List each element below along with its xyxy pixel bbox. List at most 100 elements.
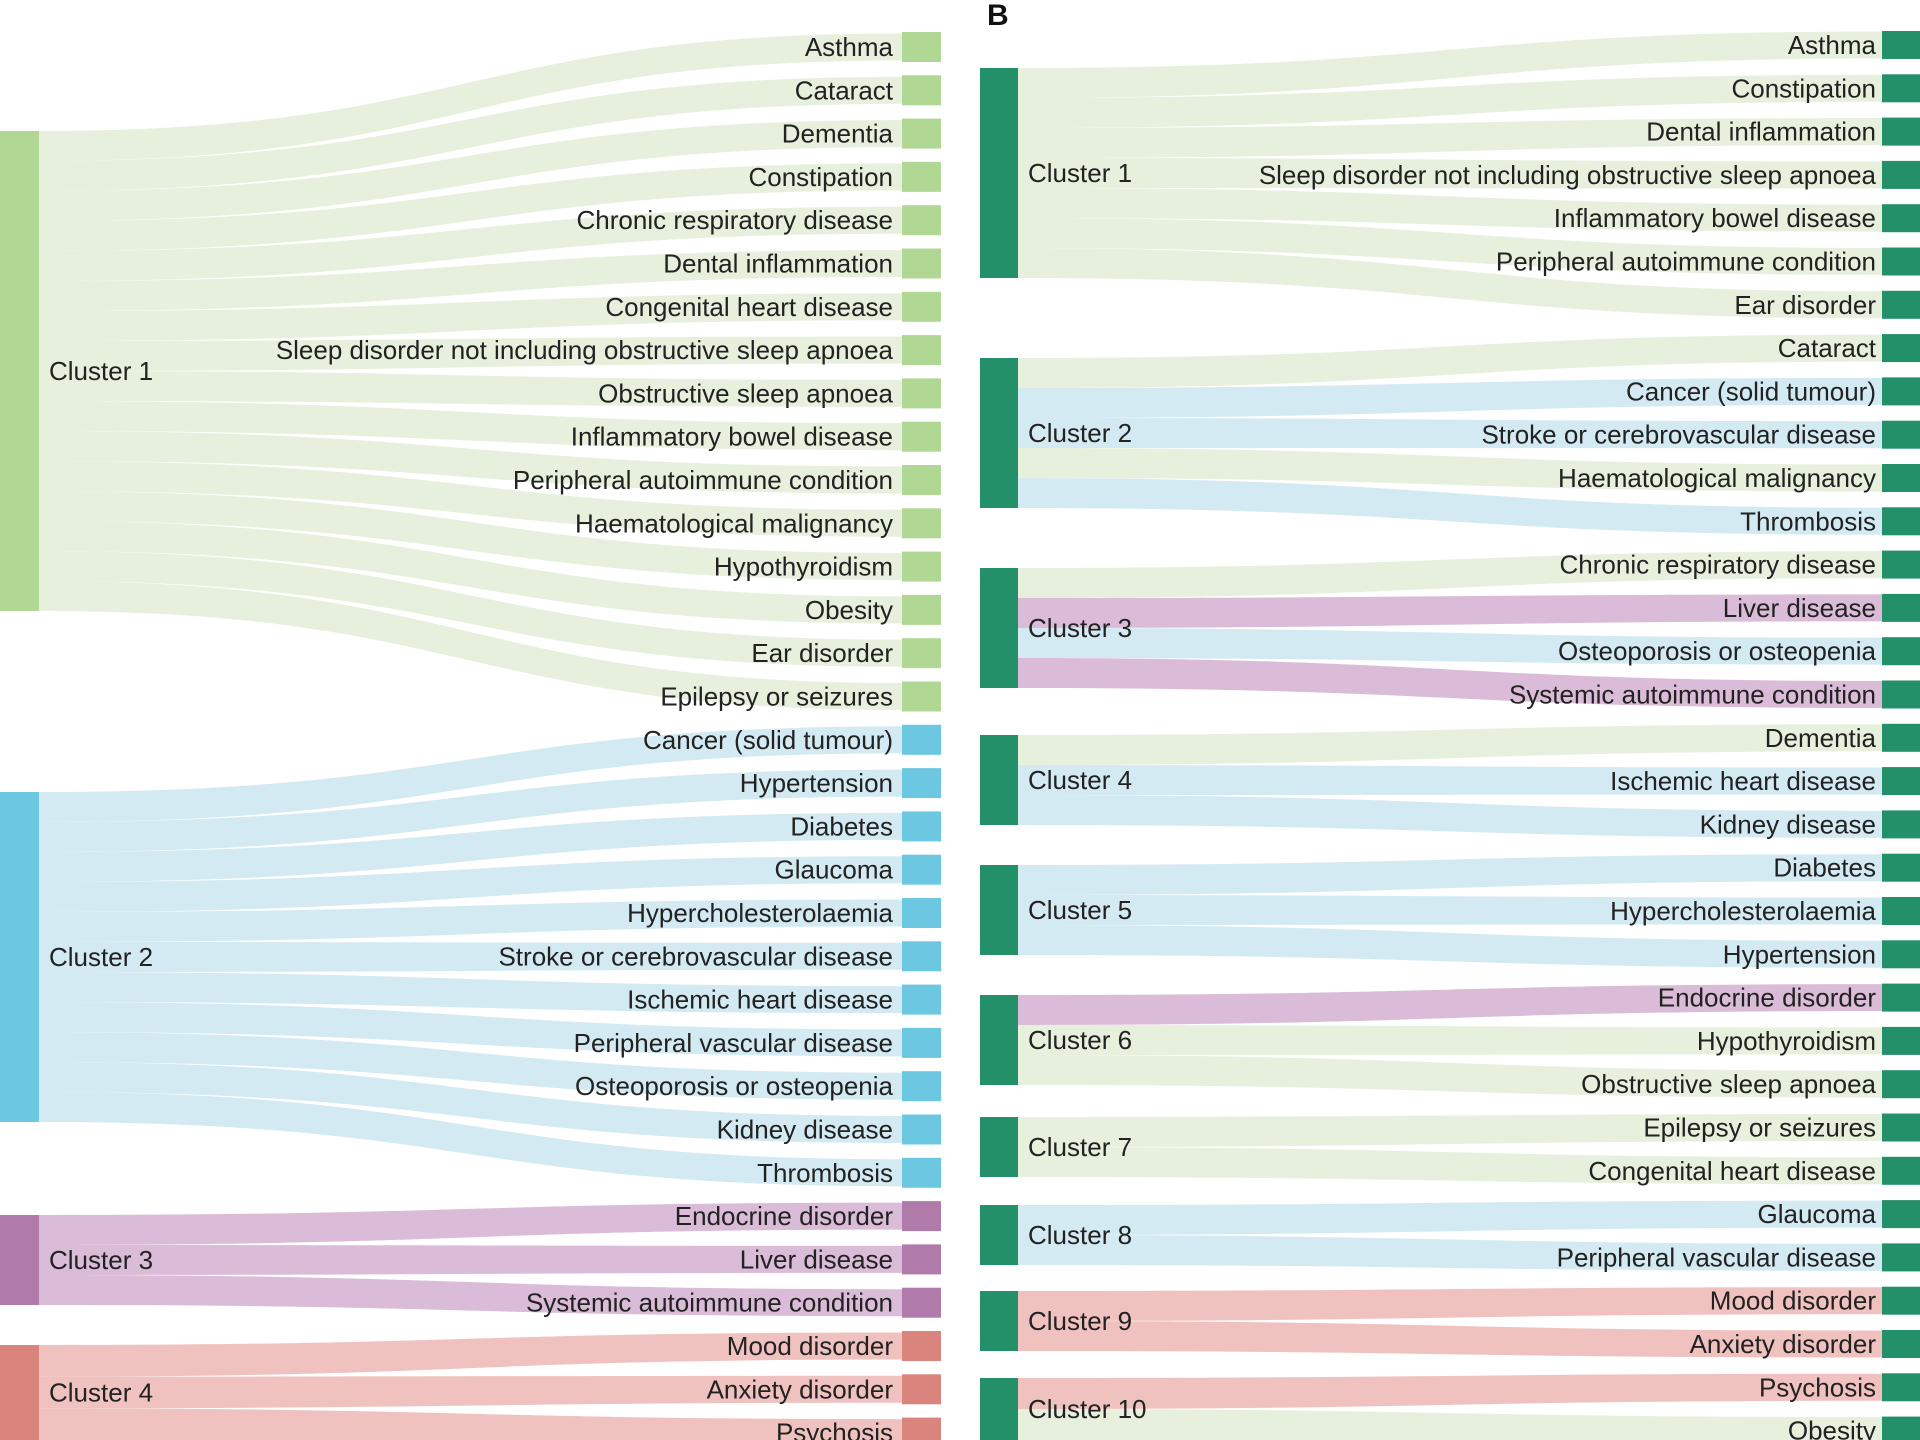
disease-label: Cataract — [795, 75, 894, 105]
disease-label: Diabetes — [790, 811, 893, 841]
cluster-bar — [980, 358, 1018, 508]
disease-label: Hypertension — [1723, 939, 1876, 969]
cluster-label: Cluster 10 — [1028, 1394, 1147, 1424]
disease-node — [902, 1115, 941, 1145]
disease-node — [902, 1071, 941, 1101]
flow-cluster-4-psychosis — [39, 1408, 902, 1440]
disease-node — [902, 1418, 941, 1440]
disease-label: Hypertension — [740, 768, 893, 798]
disease-label: Cancer (solid tumour) — [643, 725, 893, 755]
disease-label: Osteoporosis or osteopenia — [1558, 636, 1877, 666]
disease-node — [1882, 464, 1920, 492]
disease-label: Mood disorder — [727, 1331, 894, 1361]
disease-node — [1882, 681, 1920, 709]
disease-label: Ischemic heart disease — [1610, 766, 1876, 796]
disease-label: Epilepsy or seizures — [1643, 1113, 1876, 1143]
disease-node — [902, 985, 941, 1015]
disease-node — [1882, 1330, 1920, 1358]
cluster-label: Cluster 1 — [49, 356, 153, 386]
cluster-label: Cluster 4 — [49, 1378, 153, 1408]
disease-node — [1882, 74, 1920, 102]
flow-cluster-4-dementia — [1018, 724, 1882, 765]
disease-node — [902, 75, 941, 105]
disease-label: Ischemic heart disease — [627, 985, 893, 1015]
disease-node — [1882, 161, 1920, 189]
disease-node — [902, 335, 941, 365]
disease-node — [902, 378, 941, 408]
panel-a-cluster-2: Cancer (solid tumour) Hypertension Diabete… — [0, 725, 941, 1188]
cluster-bar — [0, 1215, 39, 1305]
disease-label: Sleep disorder not including obstructive… — [1259, 160, 1877, 190]
panel-a-cluster-1: AsthmaCataractDementiaConstipationChroni… — [0, 32, 941, 712]
disease-node — [902, 205, 941, 235]
disease-label: Liver disease — [740, 1244, 893, 1274]
disease-node — [1882, 1027, 1920, 1055]
disease-label: Hypothyroidism — [1697, 1026, 1876, 1056]
disease-label: Hypercholesterolaemia — [627, 898, 893, 928]
panel-b-cluster-1: Asthma Constipation Dental inflammation Sle… — [980, 30, 1920, 320]
disease-node — [902, 1374, 941, 1404]
cluster-label: Cluster 3 — [1028, 613, 1132, 643]
disease-node — [1882, 507, 1920, 535]
disease-node — [902, 162, 941, 192]
disease-label: Ear disorder — [1734, 290, 1876, 320]
disease-label: Dental inflammation — [1646, 117, 1876, 147]
disease-node — [902, 32, 941, 62]
disease-label: Anxiety disorder — [707, 1374, 894, 1404]
disease-node — [1882, 767, 1920, 795]
panel-a-flows — [39, 34, 902, 711]
disease-node — [1882, 637, 1920, 665]
cluster-bar — [0, 131, 39, 611]
disease-node — [902, 682, 941, 712]
disease-label: Haematological malignancy — [575, 508, 893, 538]
disease-node — [902, 1288, 941, 1318]
disease-node — [902, 1201, 941, 1231]
cluster-bar — [980, 68, 1018, 278]
disease-node — [902, 1244, 941, 1274]
disease-label: Constipation — [1731, 73, 1876, 103]
disease-node — [1882, 377, 1920, 405]
disease-label: Asthma — [1788, 30, 1877, 60]
disease-node — [1882, 551, 1920, 579]
disease-label: Thrombosis — [1740, 506, 1876, 536]
disease-node — [902, 422, 941, 452]
disease-label: Dementia — [1765, 723, 1877, 753]
disease-label: Endocrine disorder — [675, 1201, 894, 1231]
disease-label: Haematological malignancy — [1558, 463, 1876, 493]
disease-node — [1882, 854, 1920, 882]
disease-label: Sleep disorder not including obstructive… — [276, 335, 894, 365]
panel-b-cluster-4: DementiaIschemic heart diseaseKidney dis… — [980, 723, 1920, 840]
cluster-bar — [980, 1117, 1018, 1177]
disease-node — [902, 638, 941, 668]
cluster-bar — [980, 735, 1018, 825]
disease-label: Glaucoma — [775, 855, 894, 885]
cluster-label: Cluster 7 — [1028, 1132, 1132, 1162]
disease-node — [902, 1028, 941, 1058]
flow-cluster-8-glaucoma — [1018, 1201, 1882, 1235]
disease-node — [1882, 897, 1920, 925]
disease-label: Stroke or cerebrovascular disease — [498, 941, 893, 971]
disease-node — [1882, 594, 1920, 622]
panel-b-flows — [1018, 1374, 1882, 1440]
panel-a-cluster-4: Mood disorder Anxiety disorder Psychosis Cl… — [0, 1331, 941, 1440]
disease-label: Osteoporosis or osteopenia — [575, 1071, 894, 1101]
disease-label: Psychosis — [776, 1418, 893, 1440]
disease-node — [902, 1331, 941, 1361]
disease-node — [1882, 1243, 1920, 1271]
panel-a-cluster-3: Endocrine disorder Liver disease Systemic … — [0, 1201, 941, 1318]
disease-node — [1882, 291, 1920, 319]
disease-label: Dementia — [782, 119, 894, 149]
cluster-bar — [980, 865, 1018, 955]
disease-node — [902, 768, 941, 798]
disease-label: Inflammatory bowel disease — [571, 422, 893, 452]
disease-label: Peripheral autoimmune condition — [513, 465, 893, 495]
disease-node — [1882, 1373, 1920, 1401]
cluster-bar — [0, 792, 39, 1122]
disease-label: Obesity — [805, 595, 893, 625]
disease-label: Obesity — [1788, 1416, 1876, 1440]
panel-b-cluster-5: DiabetesHypercholesterolaemiaHypertensio… — [980, 853, 1920, 970]
disease-label: Ear disorder — [751, 638, 893, 668]
disease-label: Chronic respiratory disease — [1560, 550, 1876, 580]
cluster-label: Cluster 8 — [1028, 1220, 1132, 1250]
disease-label: Congenital heart disease — [605, 292, 893, 322]
